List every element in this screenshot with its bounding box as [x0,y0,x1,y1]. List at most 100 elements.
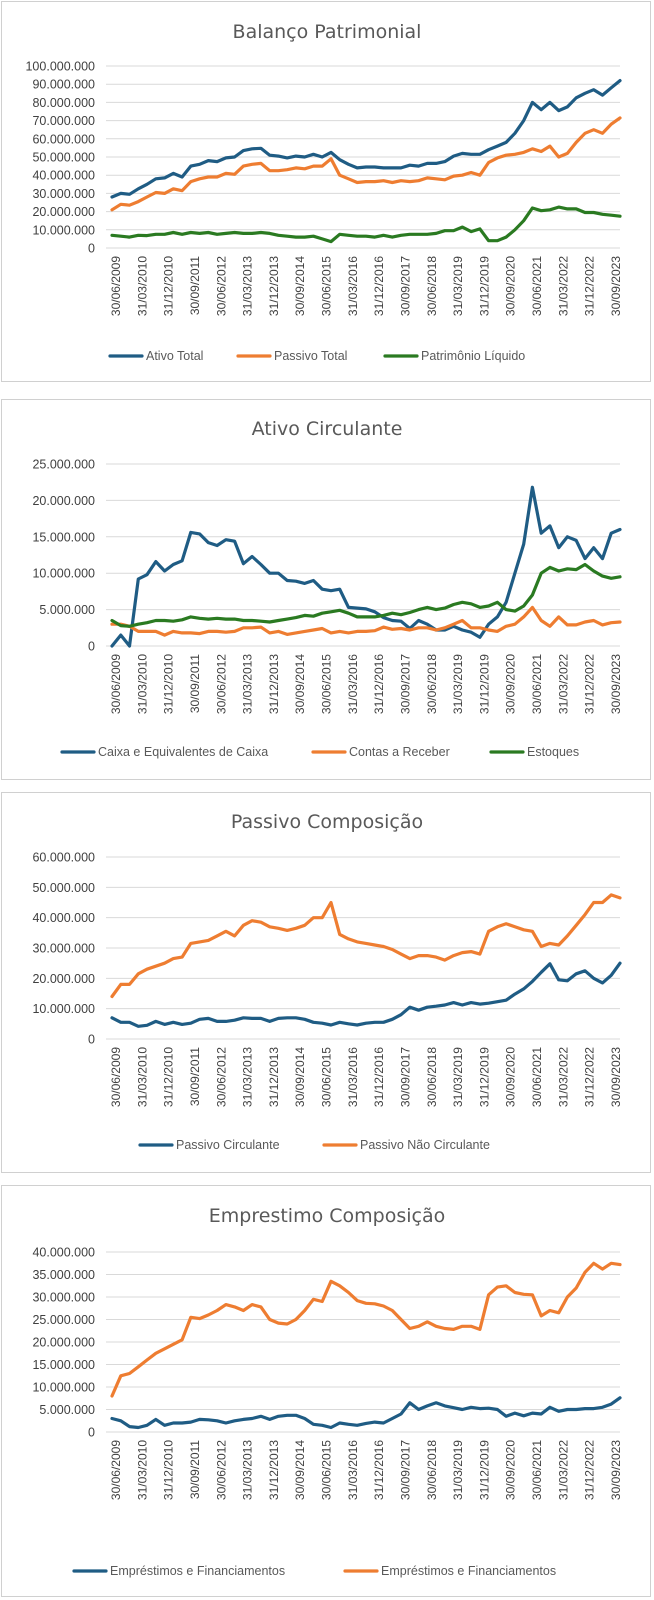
x-tick-label: 31/03/2013 [241,1047,255,1107]
chart-svg: Passivo Composição 0 10.000.000 20.000.000 3… [32,811,623,1152]
x-tick-label: 30/06/2009 [109,654,123,714]
x-tick-label: 30/09/2017 [398,256,412,316]
legend-label: Empréstimos e Financiamentos [381,1564,556,1578]
y-tick-label: 5.000.000 [39,603,95,617]
y-tick-label: 5.000.000 [39,1403,95,1417]
x-tick-label: 31/03/2013 [241,654,255,714]
x-tick-label: 30/09/2014 [293,1440,307,1500]
y-tick-label: 80.000.000 [32,96,95,110]
x-tick-label: 30/09/2023 [609,1047,623,1107]
x-tick-label: 30/09/2023 [609,654,623,714]
x-tick-label: 31/12/2019 [477,1440,491,1500]
y-tick-label: 30.000.000 [32,1291,95,1305]
y-tick-label: 20.000.000 [32,494,95,508]
x-tick-label: 31/03/2022 [556,256,570,316]
x-tick-label: 30/06/2015 [320,256,334,316]
x-tick-label: 30/09/2014 [293,654,307,714]
chart-title: Ativo Circulante [252,418,403,440]
x-tick-label: 31/12/2019 [477,654,491,714]
y-tick-label: 50.000.000 [32,881,95,895]
legend-label: Ativo Total [146,349,203,363]
x-tick-label: 31/03/2016 [346,654,360,714]
x-tick-label: 31/12/2022 [583,256,597,316]
x-tick-label: 31/12/2016 [372,654,386,714]
x-tick-label: 31/12/2013 [267,1047,281,1107]
y-tick-label: 70.000.000 [32,114,95,128]
x-tick-label: 30/09/2023 [609,1440,623,1500]
x-tick-label: 31/12/2022 [583,1047,597,1107]
x-tick-label: 31/12/2016 [372,1047,386,1107]
x-tick-label: 31/12/2019 [477,256,491,316]
chart-svg: Ativo Circulante 0 5.000.000 10.000.000 15.0… [32,418,623,759]
y-tick-label: 10.000.000 [32,567,95,581]
x-tick-label: 30/06/2012 [214,1440,228,1500]
chart-ativo-circulante: Ativo Circulante 0 5.000.000 10.000.000 15.0… [1,399,651,780]
chart-passivo-composicao: Passivo Composição 0 10.000.000 20.000.000 3… [1,792,651,1173]
x-tick-label: 30/06/2021 [530,1047,544,1107]
series-line-2 [110,205,622,244]
y-tick-label: 40.000.000 [32,169,95,183]
x-tick-label: 30/06/2015 [320,1440,334,1500]
x-tick-label: 30/09/2023 [609,256,623,316]
x-tick-label: 31/03/2019 [451,654,465,714]
x-tick-label: 30/06/2012 [214,256,228,316]
chart-title: Balanço Patrimonial [233,21,422,43]
x-tick-label: 30/06/2009 [109,1047,123,1107]
x-tick-label: 31/12/2022 [583,654,597,714]
x-tick-label: 30/06/2012 [214,1047,228,1107]
y-tick-label: 30.000.000 [32,942,95,956]
x-tick-label: 31/12/2010 [162,256,176,316]
x-tick-label: 30/06/2009 [109,256,123,316]
y-tick-label: 0 [88,242,95,256]
x-tick-label: 31/03/2010 [135,256,149,316]
x-tick-label: 31/12/2010 [162,1440,176,1500]
x-tick-label: 30/06/2018 [425,1047,439,1107]
x-tick-label: 31/03/2010 [135,1440,149,1500]
x-tick-label: 30/09/2017 [398,1440,412,1500]
y-tick-label: 30.000.000 [32,187,95,201]
grid [106,856,620,1040]
x-tick-label: 31/03/2016 [346,1440,360,1500]
y-tick-label: 90.000.000 [32,78,95,92]
x-tick-label: 31/03/2010 [135,1047,149,1107]
series-line-2 [110,562,622,628]
y-tick-label: 15.000.000 [32,530,95,544]
x-tick-label: 31/12/2013 [267,1440,281,1500]
y-tick-label: 40.000.000 [32,1246,95,1260]
y-tick-label: 10.000.000 [32,223,95,237]
y-tick-label: 100.000.000 [25,60,95,74]
x-tick-label: 30/09/2014 [293,256,307,316]
x-tick-label: 30/09/2011 [188,1047,202,1106]
series-line-0 [110,78,622,199]
x-tick-label: 30/09/2020 [504,1440,518,1500]
x-tick-label: 30/06/2012 [214,654,228,714]
y-tick-label: 0 [88,640,95,654]
x-tick-label: 30/09/2014 [293,1047,307,1107]
series-line-1 [110,116,622,212]
x-tick-label: 30/06/2021 [530,256,544,316]
chart-title: Emprestimo Composição [209,1205,445,1227]
x-tick-label: 31/03/2019 [451,256,465,316]
grid [106,65,620,249]
y-tick-label: 15.000.000 [32,1358,95,1372]
x-tick-label: 31/03/2013 [241,256,255,316]
x-tick-label: 30/06/2009 [109,1440,123,1500]
x-tick-label: 31/03/2016 [346,256,360,316]
y-tick-label: 25.000.000 [32,1313,95,1327]
series-line-1 [110,605,622,637]
y-tick-label: 10.000.000 [32,1002,95,1016]
y-tick-label: 10.000.000 [32,1381,95,1395]
x-tick-label: 31/03/2022 [556,1047,570,1107]
x-tick-label: 30/06/2015 [320,1047,334,1107]
x-tick-label: 30/06/2015 [320,654,334,714]
x-tick-label: 30/06/2021 [530,1440,544,1500]
x-tick-label: 31/03/2019 [451,1047,465,1107]
x-tick-label: 31/03/2022 [556,654,570,714]
series-line-1 [110,1261,622,1398]
x-tick-label: 30/09/2017 [398,654,412,714]
legend-label: Passivo Não Circulante [360,1138,490,1152]
x-tick-label: 30/06/2021 [530,654,544,714]
x-tick-label: 31/12/2016 [372,1440,386,1500]
x-tick-label: 30/09/2011 [188,256,202,315]
legend-label: Patrimônio Líquido [421,349,525,363]
